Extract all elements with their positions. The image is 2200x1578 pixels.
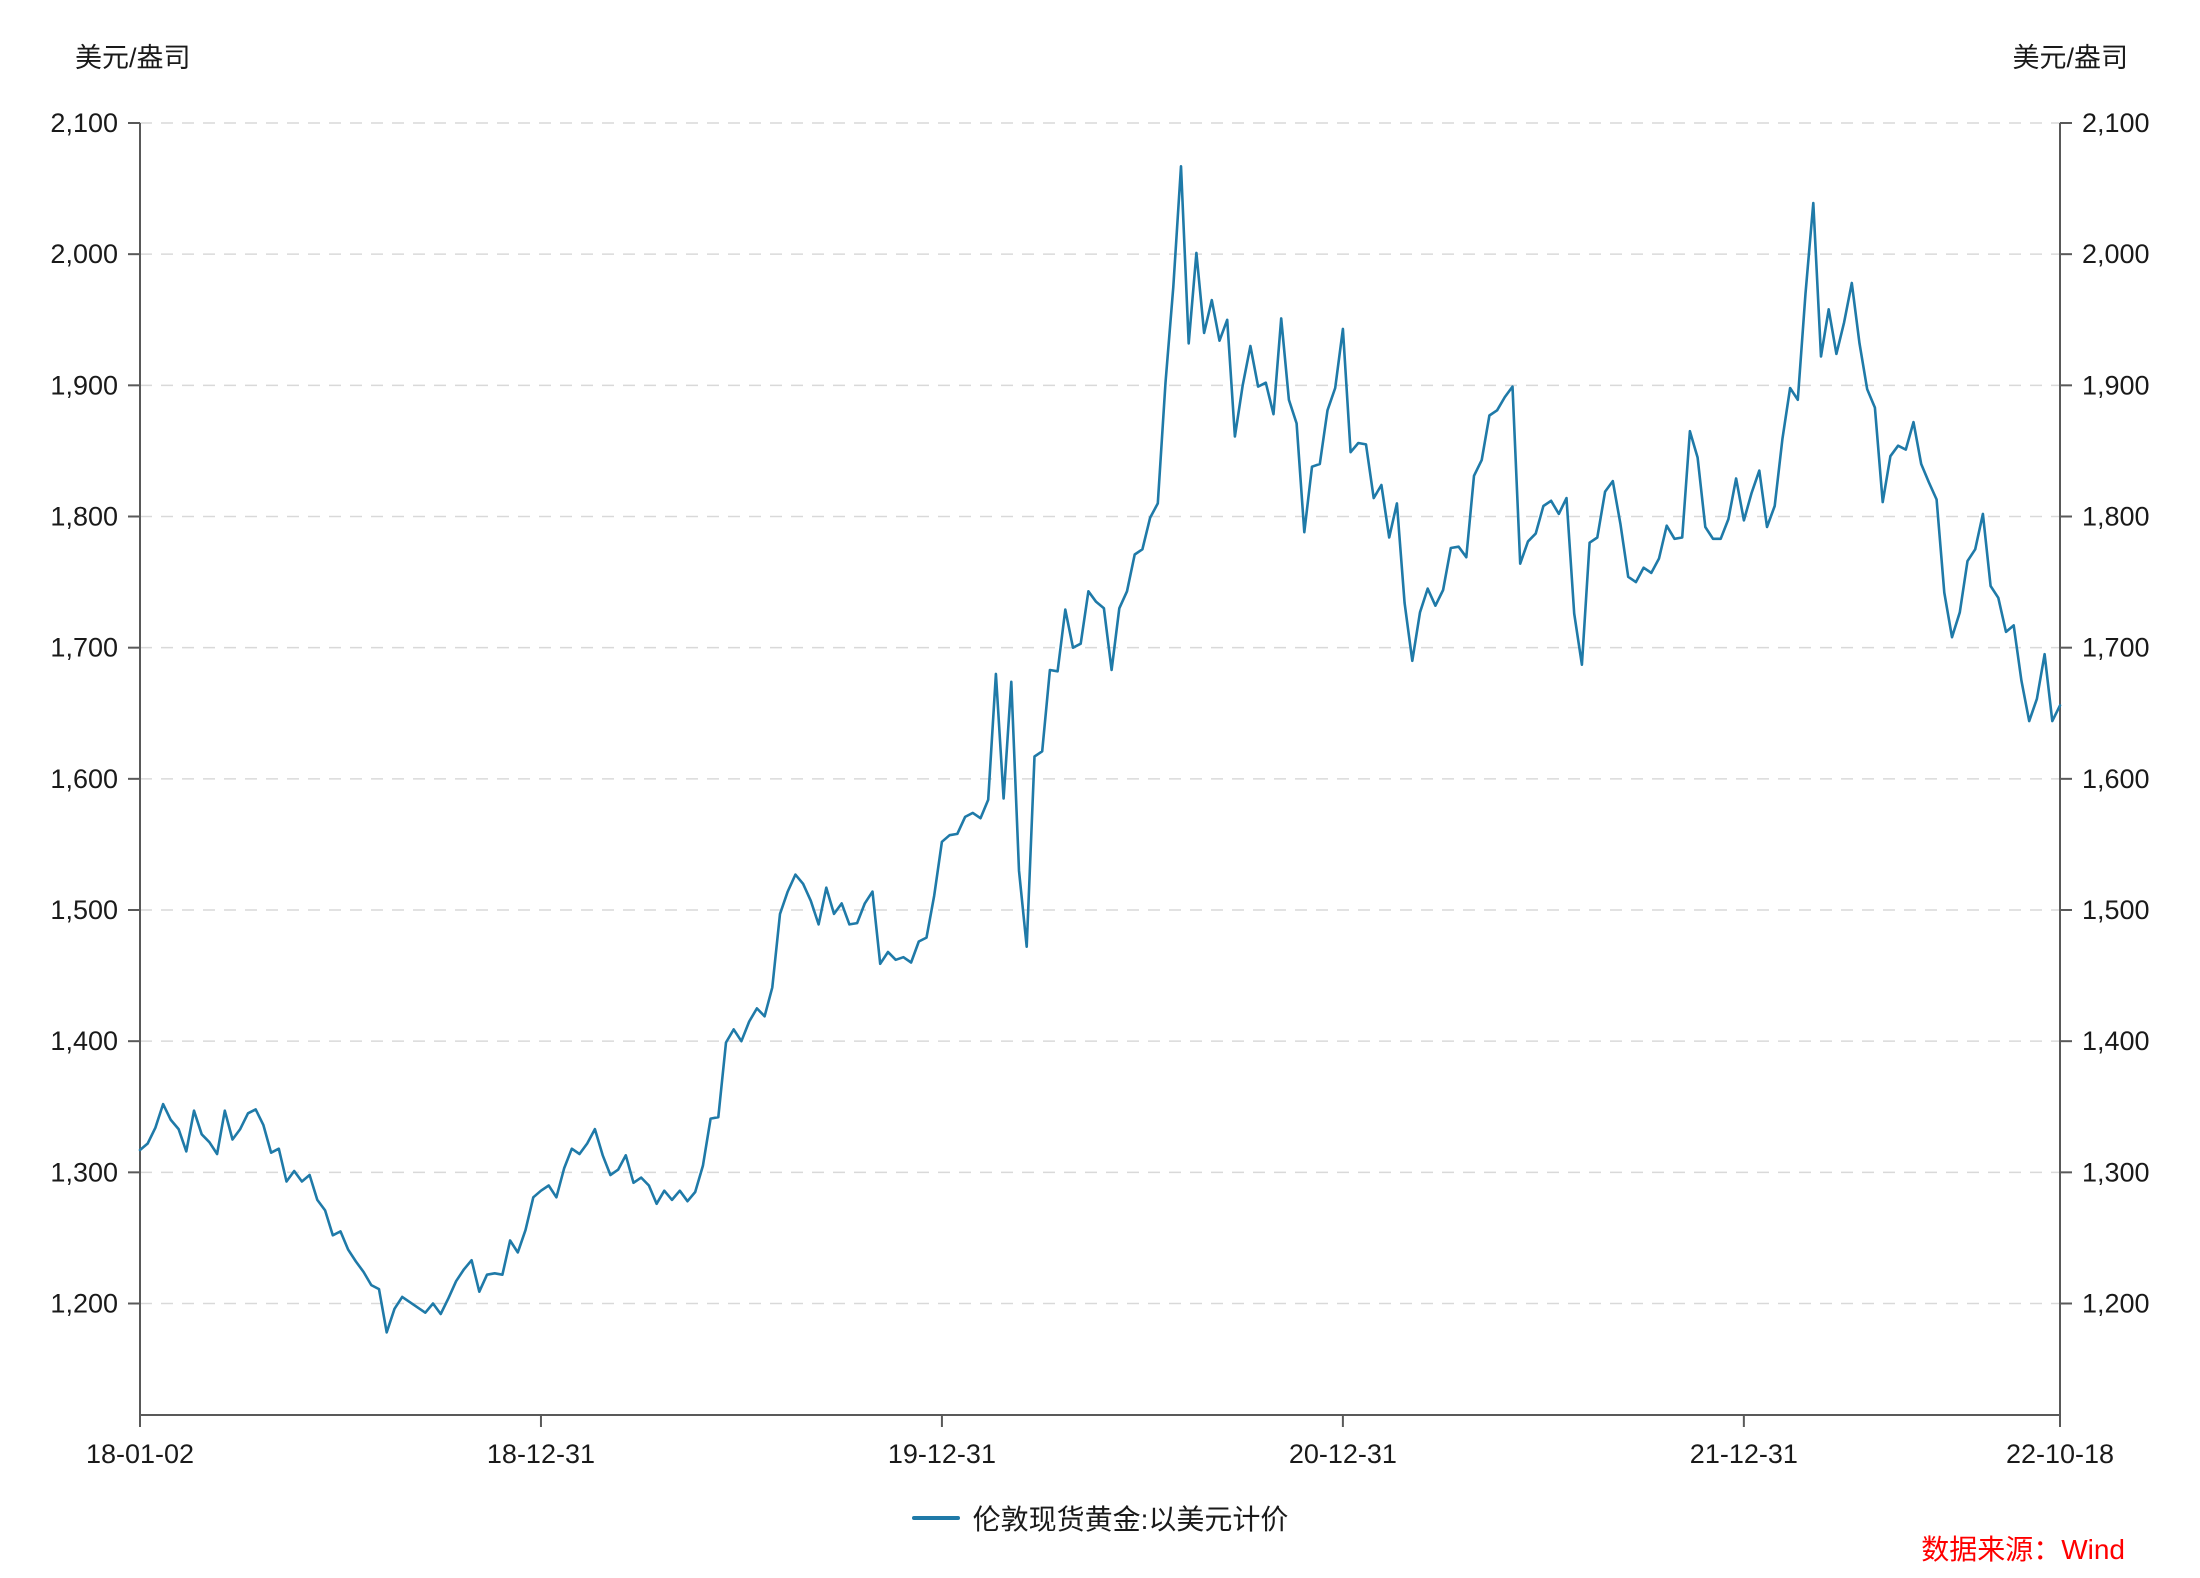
y-tick-label-right: 1,300 <box>2082 1157 2150 1187</box>
data-source-note: 数据来源：Wind <box>1921 1534 2125 1565</box>
y-tick-label-left: 1,400 <box>50 1026 118 1056</box>
y-tick-label-right: 2,100 <box>2082 108 2150 138</box>
x-tick-label: 21-12-31 <box>1690 1439 1798 1469</box>
legend-line-swatch <box>911 1516 960 1520</box>
y-tick-label-right: 1,700 <box>2082 633 2150 663</box>
y-tick-label-right: 1,400 <box>2082 1026 2150 1056</box>
x-tick-label: 20-12-31 <box>1289 1439 1397 1469</box>
y-tick-label-left: 1,200 <box>50 1289 118 1319</box>
y-axis-unit-right: 美元/盎司 <box>2012 43 2128 73</box>
y-tick-label-right: 1,600 <box>2082 764 2150 794</box>
legend-label: 伦敦现货黄金:以美元计价 <box>972 1504 1289 1535</box>
y-tick-label-left: 1,600 <box>50 764 118 794</box>
y-tick-label-left: 1,300 <box>50 1157 118 1187</box>
x-tick-label: 18-12-31 <box>487 1439 595 1469</box>
x-tick-label: 19-12-31 <box>888 1439 996 1469</box>
x-tick-label: 18-01-02 <box>86 1439 194 1469</box>
y-tick-label-right: 1,800 <box>2082 502 2150 532</box>
y-tick-label-right: 2,000 <box>2082 239 2150 269</box>
y-tick-label-right: 1,500 <box>2082 895 2150 925</box>
y-tick-label-left: 2,100 <box>50 108 118 138</box>
legend: 伦敦现货黄金:以美元计价 <box>0 1498 2200 1538</box>
y-tick-label-left: 1,500 <box>50 895 118 925</box>
y-tick-label-right: 1,200 <box>2082 1289 2150 1319</box>
y-tick-label-left: 1,700 <box>50 633 118 663</box>
y-tick-label-left: 1,800 <box>50 502 118 532</box>
y-tick-label-left: 2,000 <box>50 239 118 269</box>
y-tick-label-right: 1,900 <box>2082 370 2150 400</box>
x-tick-label: 22-10-18 <box>2006 1439 2114 1469</box>
y-tick-label-left: 1,900 <box>50 370 118 400</box>
y-axis-unit-left: 美元/盎司 <box>75 43 191 73</box>
gold-price-series-line <box>138 165 2062 1334</box>
